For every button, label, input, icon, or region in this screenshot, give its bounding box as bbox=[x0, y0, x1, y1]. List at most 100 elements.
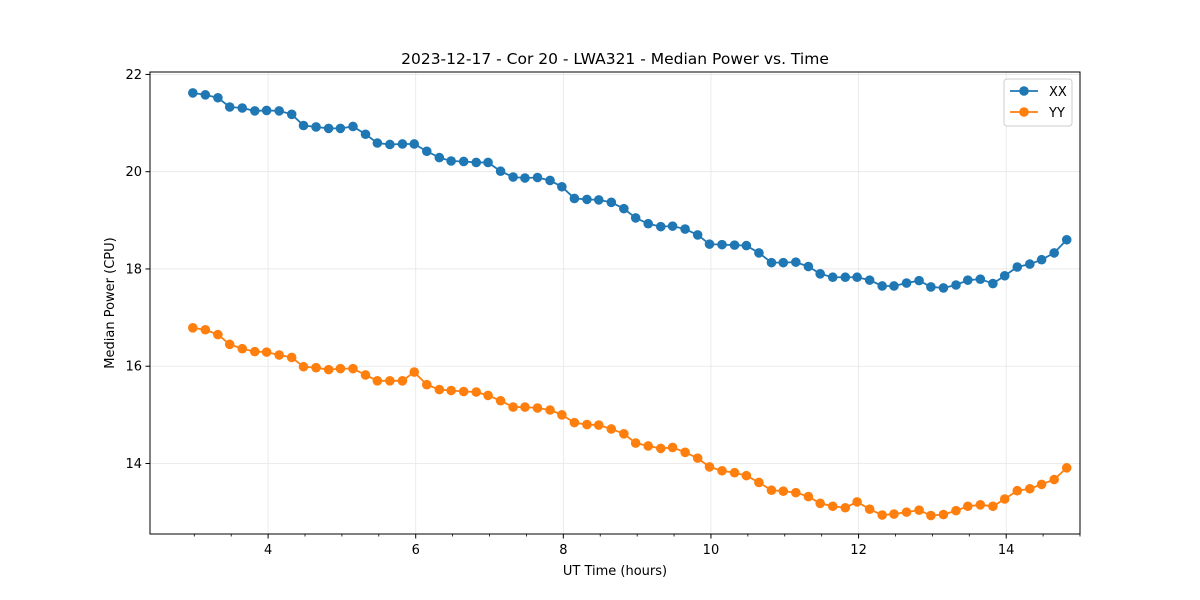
series-xx-point bbox=[1049, 248, 1059, 258]
y-tick-label: 18 bbox=[125, 262, 142, 277]
series-yy-point bbox=[803, 491, 814, 502]
series-yy-point bbox=[778, 486, 789, 497]
x-tick-label: 4 bbox=[264, 543, 272, 558]
series-xx-point bbox=[1025, 259, 1035, 269]
series-xx-point bbox=[434, 152, 445, 163]
series-xx-point bbox=[741, 240, 752, 251]
series-yy-point bbox=[877, 510, 887, 520]
series-xx-point bbox=[914, 275, 924, 286]
series-xx-point bbox=[508, 172, 518, 182]
series-yy-point bbox=[619, 429, 629, 439]
series-yy-point bbox=[385, 376, 395, 386]
series-yy-point bbox=[224, 339, 235, 350]
legend-yy-marker bbox=[1019, 107, 1029, 117]
series-yy-point bbox=[213, 329, 223, 340]
series-yy-point bbox=[495, 395, 506, 406]
series-yy-point bbox=[545, 405, 555, 415]
series-xx-point bbox=[582, 194, 592, 205]
series-yy-point bbox=[372, 376, 383, 386]
series-xx-point bbox=[532, 172, 543, 183]
series-xx-point bbox=[951, 280, 961, 290]
x-tick-label: 14 bbox=[998, 543, 1015, 558]
series-xx-point bbox=[667, 221, 678, 231]
series-yy-point bbox=[409, 367, 420, 377]
axes-frame bbox=[149, 71, 1081, 535]
series-yy-point bbox=[360, 370, 371, 380]
series-xx-point bbox=[446, 156, 456, 166]
x-tick-label: 10 bbox=[703, 543, 720, 558]
series-xx-point bbox=[188, 88, 198, 98]
series-yy-point bbox=[655, 443, 666, 454]
series-xx-point bbox=[975, 274, 986, 284]
series-yy-point bbox=[286, 352, 297, 363]
series-yy-point bbox=[840, 502, 851, 513]
series-yy-point bbox=[606, 424, 617, 434]
series-yy-point bbox=[311, 362, 321, 373]
series-xx-point bbox=[298, 120, 309, 131]
series-xx-point bbox=[630, 213, 641, 223]
series-xx-point bbox=[311, 122, 321, 132]
series-xx-point bbox=[335, 123, 346, 134]
series-xx-point bbox=[360, 129, 371, 140]
series-yy-point bbox=[471, 387, 482, 397]
series-yy-point bbox=[754, 477, 764, 488]
series-xx-point bbox=[593, 195, 604, 205]
series-yy-point bbox=[791, 487, 801, 498]
series-xx-point bbox=[409, 139, 420, 149]
series-xx-point bbox=[864, 275, 875, 285]
y-tick-label: 14 bbox=[125, 457, 142, 472]
series-yy-point bbox=[446, 385, 456, 396]
series-yy-point bbox=[335, 363, 346, 374]
series-yy-point bbox=[889, 509, 899, 519]
series-xx-point bbox=[901, 278, 912, 288]
x-tick-label: 6 bbox=[412, 543, 420, 558]
series-yy-point bbox=[237, 343, 248, 354]
series-yy-point bbox=[741, 470, 752, 481]
series-xx-point bbox=[791, 257, 801, 267]
grid bbox=[150, 72, 1080, 534]
series-yy-point bbox=[827, 501, 838, 512]
series-yy-point bbox=[864, 504, 875, 514]
series-xx-point bbox=[471, 157, 482, 168]
y-tick-label: 20 bbox=[125, 165, 142, 180]
series-layer bbox=[188, 88, 1072, 521]
series-yy-point bbox=[557, 410, 567, 420]
series-yy-point bbox=[729, 467, 740, 478]
legend-xx-marker bbox=[1019, 86, 1029, 96]
series-yy-point bbox=[951, 505, 961, 516]
series-xx-point bbox=[1012, 262, 1023, 272]
series-xx-point bbox=[224, 102, 235, 112]
series-xx-point bbox=[840, 272, 851, 283]
series-yy-point bbox=[988, 501, 998, 512]
x-tick-label: 8 bbox=[559, 543, 567, 558]
series-xx-point bbox=[827, 272, 838, 283]
series-xx-point bbox=[458, 156, 469, 167]
series-xx-point bbox=[348, 121, 358, 132]
series-yy-point bbox=[999, 494, 1010, 504]
series-yy-point bbox=[1012, 485, 1023, 496]
series-yy-point bbox=[323, 364, 334, 375]
series-yy-point bbox=[274, 350, 284, 360]
series-yy-point bbox=[582, 419, 592, 430]
series-yy-point bbox=[938, 509, 949, 520]
series-yy-point bbox=[298, 361, 309, 372]
series-yy-point bbox=[1049, 474, 1059, 485]
series-xx-point bbox=[286, 109, 297, 120]
series-xx-point bbox=[200, 90, 211, 100]
series-yy-point bbox=[630, 438, 641, 448]
series-xx-point bbox=[237, 103, 248, 113]
series-xx-point bbox=[372, 138, 383, 148]
series-xx-point bbox=[397, 139, 408, 149]
legend-xx-label: XX bbox=[1049, 85, 1067, 100]
series-xx-point bbox=[495, 166, 506, 177]
series-xx-point bbox=[385, 139, 395, 150]
series-yy-point bbox=[434, 384, 445, 395]
series-yy-point bbox=[975, 500, 986, 510]
series-yy-point bbox=[188, 323, 198, 333]
series-xx-point bbox=[963, 275, 973, 285]
series-yy-point bbox=[532, 403, 543, 413]
series-xx-point bbox=[483, 157, 493, 168]
series-yy-point bbox=[1025, 483, 1035, 494]
series-xx-point bbox=[717, 239, 727, 250]
